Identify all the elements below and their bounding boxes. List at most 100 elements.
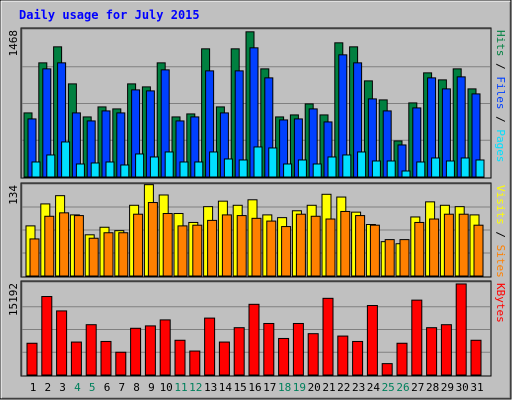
kbytes-bar: [26, 342, 38, 376]
pages-bar: [416, 161, 426, 178]
pages-bar: [149, 156, 159, 178]
x-tick-label: 9: [148, 381, 155, 394]
x-tick-label: 13: [204, 381, 217, 394]
pages-bar: [164, 151, 174, 178]
legend-visits: Visits: [494, 185, 507, 225]
sites-bar: [236, 215, 247, 277]
x-tick-label: 22: [337, 381, 350, 394]
x-tick-label: 27: [411, 381, 424, 394]
pages-bar: [386, 160, 396, 178]
hits-files-pages-ymax-label: 1468: [7, 30, 20, 57]
sites-bar: [118, 232, 129, 277]
sites-bar: [147, 202, 158, 277]
sites-bar: [192, 224, 203, 277]
pages-bar: [135, 153, 145, 178]
pages-bar: [223, 158, 233, 178]
sites-bar: [44, 215, 55, 277]
sites-bar: [310, 215, 321, 277]
kbytes-bar: [218, 341, 230, 376]
pages-bar: [120, 164, 130, 178]
pages-bar: [431, 157, 441, 178]
sites-bar: [133, 213, 144, 277]
kbytes-bar: [455, 283, 467, 376]
pages-bar: [253, 146, 263, 178]
x-tick-label: 1: [30, 381, 37, 394]
sites-bar: [325, 218, 336, 277]
legend-files: Files: [494, 76, 507, 109]
sites-bar: [73, 215, 84, 277]
pages-bar: [342, 154, 352, 178]
x-tick-label: 31: [470, 381, 483, 394]
sites-bar: [266, 220, 277, 277]
pages-bar: [312, 163, 322, 178]
kbytes-bar: [426, 327, 438, 376]
sites-bar: [221, 214, 232, 277]
sites-bar: [355, 215, 366, 277]
x-tick-label: 20: [308, 381, 321, 394]
sites-bar: [295, 213, 306, 277]
kbytes-legend: KBytes: [494, 283, 507, 323]
pages-bar: [445, 160, 455, 178]
kbytes-bar: [189, 350, 201, 376]
x-tick-label: 30: [456, 381, 469, 394]
x-tick-label: 7: [118, 381, 125, 394]
pages-bar: [46, 154, 56, 178]
legend-hits: Hits: [494, 30, 507, 57]
sites-bar: [414, 221, 425, 277]
legend-pages: Pages: [494, 129, 507, 162]
hits-files-pages-legend: Hits / Files / Pages: [494, 30, 507, 163]
x-tick-label: 12: [189, 381, 202, 394]
pages-bar: [209, 151, 219, 178]
pages-bar: [297, 159, 307, 178]
sites-bar: [103, 232, 114, 277]
x-tick-label: 26: [396, 381, 409, 394]
kbytes-bar: [115, 351, 127, 376]
kbytes-bar: [396, 342, 408, 376]
x-tick-label: 23: [352, 381, 365, 394]
pages-bar: [268, 147, 278, 178]
kbytes-bar: [322, 297, 334, 376]
x-tick-label: 3: [59, 381, 66, 394]
x-tick-label: 19: [293, 381, 306, 394]
pages-bar: [238, 159, 248, 178]
sites-bar: [177, 225, 188, 277]
x-tick-label: 17: [263, 381, 276, 394]
kbytes-bar: [411, 299, 423, 376]
pages-bar: [75, 163, 85, 178]
x-tick-label: 14: [219, 381, 233, 394]
kbytes-bar: [174, 339, 186, 376]
pages-bar: [475, 159, 485, 178]
x-tick-label: 4: [74, 381, 81, 394]
sites-bar: [59, 212, 70, 277]
x-tick-label: 2: [44, 381, 51, 394]
kbytes-bar: [204, 317, 216, 376]
pages-bar: [460, 157, 470, 178]
chart-title: Daily usage for July 2015: [19, 8, 200, 22]
pages-bar: [194, 161, 204, 178]
pages-bar: [90, 162, 100, 178]
kbytes-bar: [292, 322, 304, 376]
legend-kbytes: KBytes: [494, 283, 507, 323]
kbytes-bar: [233, 327, 245, 376]
sites-bar: [281, 226, 292, 277]
kbytes-bar: [70, 341, 82, 376]
x-tick-label: 5: [89, 381, 96, 394]
kbytes-bar: [56, 310, 68, 376]
legend-sites: Sites: [494, 245, 507, 278]
kbytes-ymax-label: 15192: [7, 283, 20, 316]
kbytes-bar: [278, 337, 290, 376]
x-tick-label: 28: [426, 381, 439, 394]
visits-sites-ymax-label: 134: [7, 185, 20, 205]
kbytes-bar: [100, 340, 112, 376]
sites-bar: [162, 213, 173, 277]
sites-bar: [207, 219, 218, 277]
visits-sites-legend: Visits / Sites: [494, 185, 507, 278]
x-tick-label: 24: [367, 381, 381, 394]
x-tick-label: 8: [133, 381, 140, 394]
x-tick-label: 21: [322, 381, 335, 394]
sites-bar: [369, 224, 380, 277]
kbytes-bar: [85, 324, 97, 376]
kbytes-bar: [381, 363, 393, 376]
pages-bar: [401, 170, 411, 178]
